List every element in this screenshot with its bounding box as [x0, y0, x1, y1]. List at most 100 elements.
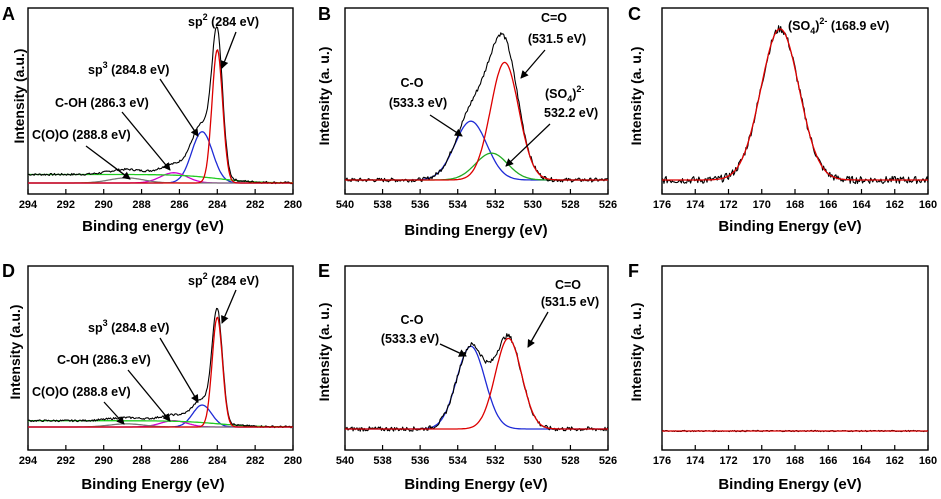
x-tick-label: 290 [95, 455, 113, 467]
x-tick-label: 528 [561, 199, 579, 211]
annotation-sulfate: (SO4)2- [545, 84, 584, 104]
arrow-c-oh-d [127, 369, 171, 422]
arrow-sp2 [220, 31, 237, 69]
panel-a: A 294 292 290 288 286 284 282 280 Intensity (a.… [2, 4, 302, 235]
x-tick-label: 280 [284, 199, 302, 211]
x-tick-label: 284 [208, 455, 227, 467]
panel-f-label: F [628, 261, 639, 281]
x-tick-label: 166 [819, 455, 837, 467]
x-tick-label: 532 [486, 455, 504, 467]
x-tick-label: 164 [852, 455, 871, 467]
x-tick-label: 172 [719, 199, 737, 211]
x-tick-label: 160 [919, 455, 937, 467]
x-tick-label: 284 [208, 199, 227, 211]
panel-d-ylabel: Intensity (a.u.) [7, 305, 23, 400]
x-tick-label: 170 [753, 199, 771, 211]
x-tick-label: 538 [373, 455, 391, 467]
annotation-c-oh: C-OH (286.3 eV) [55, 96, 149, 110]
series--so4-2-fit [662, 28, 928, 181]
arrow-c-o [429, 114, 463, 137]
panel-c-plot: 176 174 172 170 168 166 164 162 160 [653, 7, 937, 211]
annotation-sp3-d: sp3 (284.8 eV) [88, 318, 169, 335]
arrow-sp2-d [221, 289, 237, 324]
x-tick-label: 172 [719, 455, 737, 467]
panel-f-plot: 176 174 172 170 168 166 164 162 160 [653, 265, 937, 467]
x-tick-label: 286 [170, 199, 188, 211]
x-tick-label: 288 [132, 199, 150, 211]
annotation-c-double-o: C=O [541, 11, 567, 25]
annotation-c-o-o: C(O)O (288.8 eV) [32, 128, 131, 142]
annotation-c-o-energy-e: (533.3 eV) [381, 332, 439, 346]
annotation-c-oh-d: C-OH (286.3 eV) [57, 353, 151, 367]
x-tick-label: 534 [449, 199, 468, 211]
annotation-sp2-d: sp2 (284 eV) [188, 271, 259, 288]
panel-d-plot: 294 292 290 288 286 284 282 280 [19, 265, 302, 467]
panel-c: C 176 174 172 170 168 166 164 162 160 Intensity … [628, 4, 937, 235]
panel-d-xlabel: Binding Energy (eV) [81, 476, 224, 493]
x-tick-label: 526 [599, 455, 617, 467]
x-tick-label: 540 [336, 455, 354, 467]
plot-frame [27, 7, 294, 195]
x-tick-label: 160 [919, 199, 937, 211]
panel-e-xlabel: Binding Energy (eV) [404, 476, 547, 493]
x-tick-label: 292 [57, 199, 75, 211]
x-tick-label: 162 [886, 199, 904, 211]
annotation-c-double-o-energy-e: (531.5 eV) [541, 295, 599, 309]
arrow-c-o-o-d [103, 401, 125, 425]
x-tick-label: 536 [411, 455, 429, 467]
series-sp2 [28, 49, 293, 184]
panel-a-xlabel: Binding energy (eV) [82, 218, 224, 235]
x-tick-label: 532 [486, 199, 504, 211]
panel-d-label: D [2, 261, 15, 281]
panel-c-annotations: (SO4)2- (168.9 eV) [788, 16, 889, 36]
x-tick-label: 294 [19, 455, 38, 467]
x-tick-label: 168 [786, 199, 804, 211]
panel-b-label: B [318, 4, 331, 24]
series-envelope [27, 307, 294, 429]
panel-d-annotations: sp2 (284 eV) sp3 (284.8 eV) C-OH (286.3 … [32, 271, 259, 425]
series-c-o [345, 345, 608, 430]
panel-f-ylabel: Intensity (a. u.) [628, 303, 644, 402]
arrow-sp3-d [159, 337, 199, 403]
panel-f-xlabel: Binding Energy (eV) [718, 476, 861, 493]
series-envelope [344, 333, 609, 432]
arrow-c-o-o [85, 145, 131, 180]
x-tick-label: 290 [95, 199, 113, 211]
x-tick-label: 166 [819, 199, 837, 211]
panel-a-ylabel: Intensity (a.u.) [11, 49, 27, 144]
panel-c-xlabel: Binding Energy (eV) [718, 218, 861, 235]
x-tick-label: 530 [524, 199, 542, 211]
panel-c-label: C [628, 4, 641, 24]
x-tick-label: 538 [373, 199, 391, 211]
panel-b-annotations: C=O (531.5 eV) C-O (533.3 eV) (SO4)2- 53… [389, 11, 598, 167]
x-tick-label: 280 [284, 455, 302, 467]
annotation-sulfate-c: (SO4)2- (168.9 eV) [788, 16, 889, 36]
series-c-o [345, 120, 608, 181]
panel-e-plot: 540 538 536 534 532 530 528 526 [336, 265, 617, 467]
x-tick-label: 162 [886, 455, 904, 467]
panel-e-annotations: C=O (531.5 eV) C-O (533.3 eV) [381, 278, 599, 357]
series--so4-2- [345, 152, 608, 181]
x-tick-label: 176 [653, 455, 671, 467]
x-tick-label: 288 [132, 455, 150, 467]
series-sp2 [28, 316, 293, 428]
series-c-o [345, 61, 608, 181]
series-envelope [27, 26, 294, 185]
series-data [661, 25, 929, 185]
panel-b-plot: 540 538 536 534 532 530 528 526 [336, 7, 617, 211]
annotation-c-double-o-energy: (531.5 eV) [528, 32, 586, 46]
x-tick-label: 174 [686, 199, 705, 211]
arrow-c-oh [121, 111, 171, 171]
annotation-c-double-o-e: C=O [555, 278, 581, 292]
arrow-sulfate [505, 123, 551, 167]
annotation-sp2: sp2 (284 eV) [188, 12, 259, 29]
panel-b-ylabel: Intensity (a. u.) [316, 47, 332, 146]
arrow-c-double-o [520, 49, 546, 79]
annotation-sp3: sp3 (284.8 eV) [88, 60, 169, 77]
panel-e-ylabel: Intensity (a. u.) [316, 303, 332, 402]
plot-frame [27, 265, 294, 451]
x-tick-label: 282 [246, 199, 264, 211]
x-tick-label: 528 [561, 455, 579, 467]
x-tick-label: 168 [786, 455, 804, 467]
